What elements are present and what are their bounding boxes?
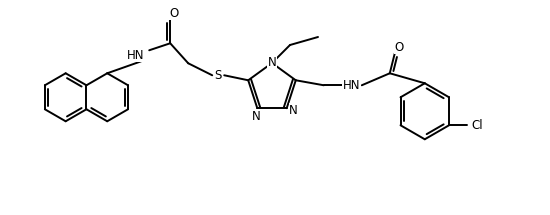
Text: HN: HN	[343, 79, 361, 92]
Text: N: N	[289, 104, 298, 117]
Text: N: N	[268, 55, 276, 69]
Text: Cl: Cl	[471, 119, 483, 132]
Text: O: O	[169, 7, 179, 20]
Text: S: S	[214, 69, 222, 82]
Text: O: O	[394, 41, 403, 54]
Text: N: N	[252, 110, 261, 123]
Text: HN: HN	[126, 49, 144, 62]
